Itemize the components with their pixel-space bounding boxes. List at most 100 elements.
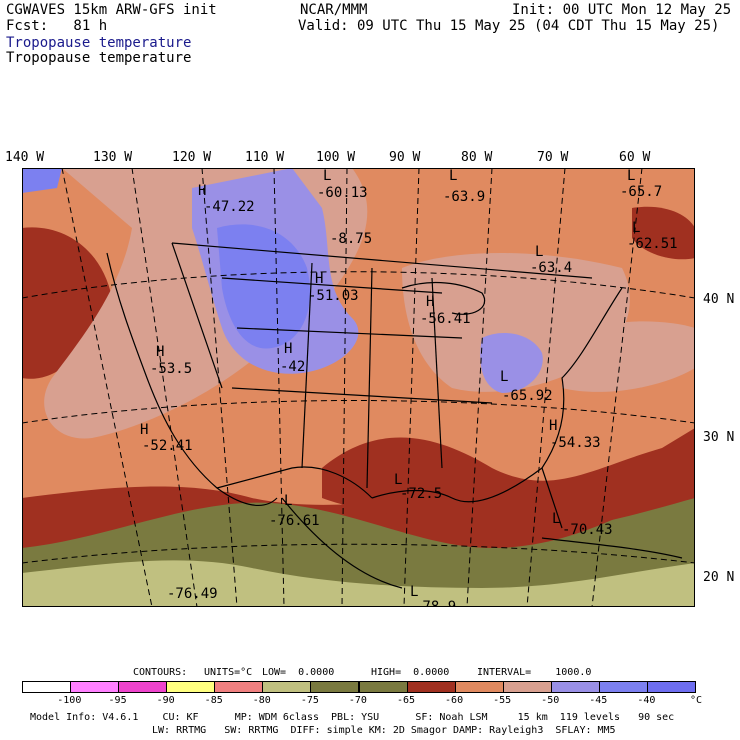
shade-m40-m45-core: [217, 224, 311, 349]
pressure-labels: H -47.22 L -60.13 L -63.9 L -65.7 -8.75 …: [140, 168, 678, 607]
graticule: [22, 168, 695, 607]
colorbar-swatch: [598, 681, 648, 693]
contours-units: UNITS=°C: [204, 667, 253, 678]
colorbar-tick-label: -100: [57, 695, 82, 706]
map-label-type: H: [140, 422, 148, 438]
run-title: CGWAVES 15km ARW-GFS init: [6, 2, 217, 18]
great-lakes: [401, 281, 486, 315]
parallel-40n: [22, 271, 695, 299]
colorbar-unit: °C: [690, 695, 703, 706]
valid-time: Valid: 09 UTC Thu 15 May 25 (04 CDT Thu …: [298, 18, 720, 34]
colorbar-swatch: [22, 681, 72, 693]
contours-label: CONTOURS:: [133, 667, 188, 678]
colorbar-swatch: [310, 681, 360, 693]
map-label-value: -70.43: [562, 522, 613, 538]
model-info-line2: LW: RRTMG SW: RRTMG DIFF: simple KM: 2D …: [152, 725, 616, 736]
tropopause-temperature-map: H -47.22 L -60.13 L -63.9 L -65.7 -8.75 …: [22, 168, 695, 607]
model-info-line1: Model Info: V4.6.1 CU: KF MP: WDM 6class…: [30, 712, 675, 723]
map-label-type: L: [323, 168, 331, 184]
shade-m55-m60-ne: [372, 168, 695, 253]
institution: NCAR/MMM: [300, 2, 368, 18]
parallel-20n: [22, 543, 695, 564]
us-mexico-border: [216, 466, 373, 499]
lon-label: 70 W: [537, 150, 569, 165]
map-label-value: -63.4: [530, 260, 572, 276]
colorbar-tick-label: -45: [589, 695, 608, 706]
map-label-type: H: [198, 183, 206, 199]
map-label-type: H: [156, 344, 164, 360]
map-label-type: H: [284, 341, 292, 357]
colorbar-swatch: [646, 681, 696, 693]
map-label-value: -53.5: [150, 361, 192, 377]
map-canvas: H -47.22 L -60.13 L -63.9 L -65.7 -8.75 …: [22, 168, 695, 607]
colorbar-swatch: [214, 681, 264, 693]
map-label-type: L: [284, 493, 292, 509]
parallel-30n: [22, 400, 695, 424]
map-label-type: L: [627, 168, 635, 184]
map-label-value: -72.5: [400, 486, 442, 502]
map-label-value: -65.92: [502, 388, 553, 404]
lon-label: 80 W: [461, 150, 493, 165]
contours-high: HIGH= 0.0000: [371, 667, 450, 678]
lon-label: 110 W: [245, 150, 285, 165]
mexico-gulf-coast: [281, 497, 403, 589]
shade-m60-m65-se: [322, 428, 695, 531]
meridian: [403, 168, 420, 607]
map-label-value: -56.41: [420, 311, 471, 327]
map-label-value: -76.49: [167, 586, 218, 602]
map-label-value: -52.41: [142, 438, 193, 454]
map-label-value: -62.51: [627, 236, 678, 252]
colorbar-swatch: [70, 681, 120, 693]
map-label-type: L: [552, 511, 560, 527]
meridian: [273, 168, 285, 607]
colorbar-swatch: [262, 681, 312, 693]
colorbar-swatch: [502, 681, 552, 693]
colorbar-tick-label: -90: [156, 695, 175, 706]
map-frame: [22, 168, 695, 607]
forecast-hour: Fcst: 81 h: [6, 18, 108, 34]
map-label-value: -65.7: [620, 184, 662, 200]
shade-m60-m65-ne: [632, 206, 695, 260]
colorbar-swatch: [406, 681, 456, 693]
shade-m40-m45-nw: [22, 168, 62, 193]
colorbar-swatch: [454, 681, 504, 693]
map-label-type: L: [410, 584, 418, 600]
init-time: Init: 00 UTC Mon 12 May 25: [512, 2, 732, 18]
colorbar-tick-label: -85: [204, 695, 223, 706]
state-line: [171, 242, 223, 389]
shade-m70-m75: [22, 560, 695, 607]
state-line: [366, 267, 373, 489]
meridian: [61, 168, 153, 607]
state-line: [221, 277, 443, 294]
state-line: [231, 387, 493, 404]
map-label-value: -51.03: [308, 288, 359, 304]
lat-label: 20 N: [703, 570, 735, 585]
map-label-value: -60.13: [317, 185, 368, 201]
map-label-type: H: [426, 294, 434, 310]
meridian: [526, 168, 566, 607]
meridian: [466, 168, 493, 607]
contours-interval: INTERVAL= 1000.0: [477, 667, 592, 678]
us-canada-border: [171, 242, 593, 279]
map-label-type: H: [549, 418, 557, 434]
colorbar-tick-label: -70: [348, 695, 367, 706]
map-label-value: -47.22: [204, 199, 255, 215]
meridian: [131, 168, 198, 607]
field-title-contour: Tropopause temperature: [6, 50, 192, 66]
map-label-value: -8.75: [330, 231, 372, 247]
map-label-type: L: [535, 244, 543, 260]
colorbar-tick-label: -65: [396, 695, 416, 706]
shade-m50-m55-atlantic: [562, 321, 695, 392]
contours-low: LOW= 0.0000: [262, 667, 335, 678]
map-label-type: L: [449, 168, 457, 184]
lon-label: 130 W: [93, 150, 133, 165]
map-label-type: L: [632, 220, 640, 236]
colorbar-swatch: [118, 681, 168, 693]
field-title-shaded: Tropopause temperature: [6, 35, 192, 51]
meridian: [341, 168, 348, 607]
lon-label: 60 W: [619, 150, 651, 165]
state-line: [236, 327, 463, 339]
colorbar-tick-label: -80: [252, 695, 271, 706]
map-label-type: L: [500, 369, 508, 385]
colorbar-tick-label: -50: [541, 695, 560, 706]
